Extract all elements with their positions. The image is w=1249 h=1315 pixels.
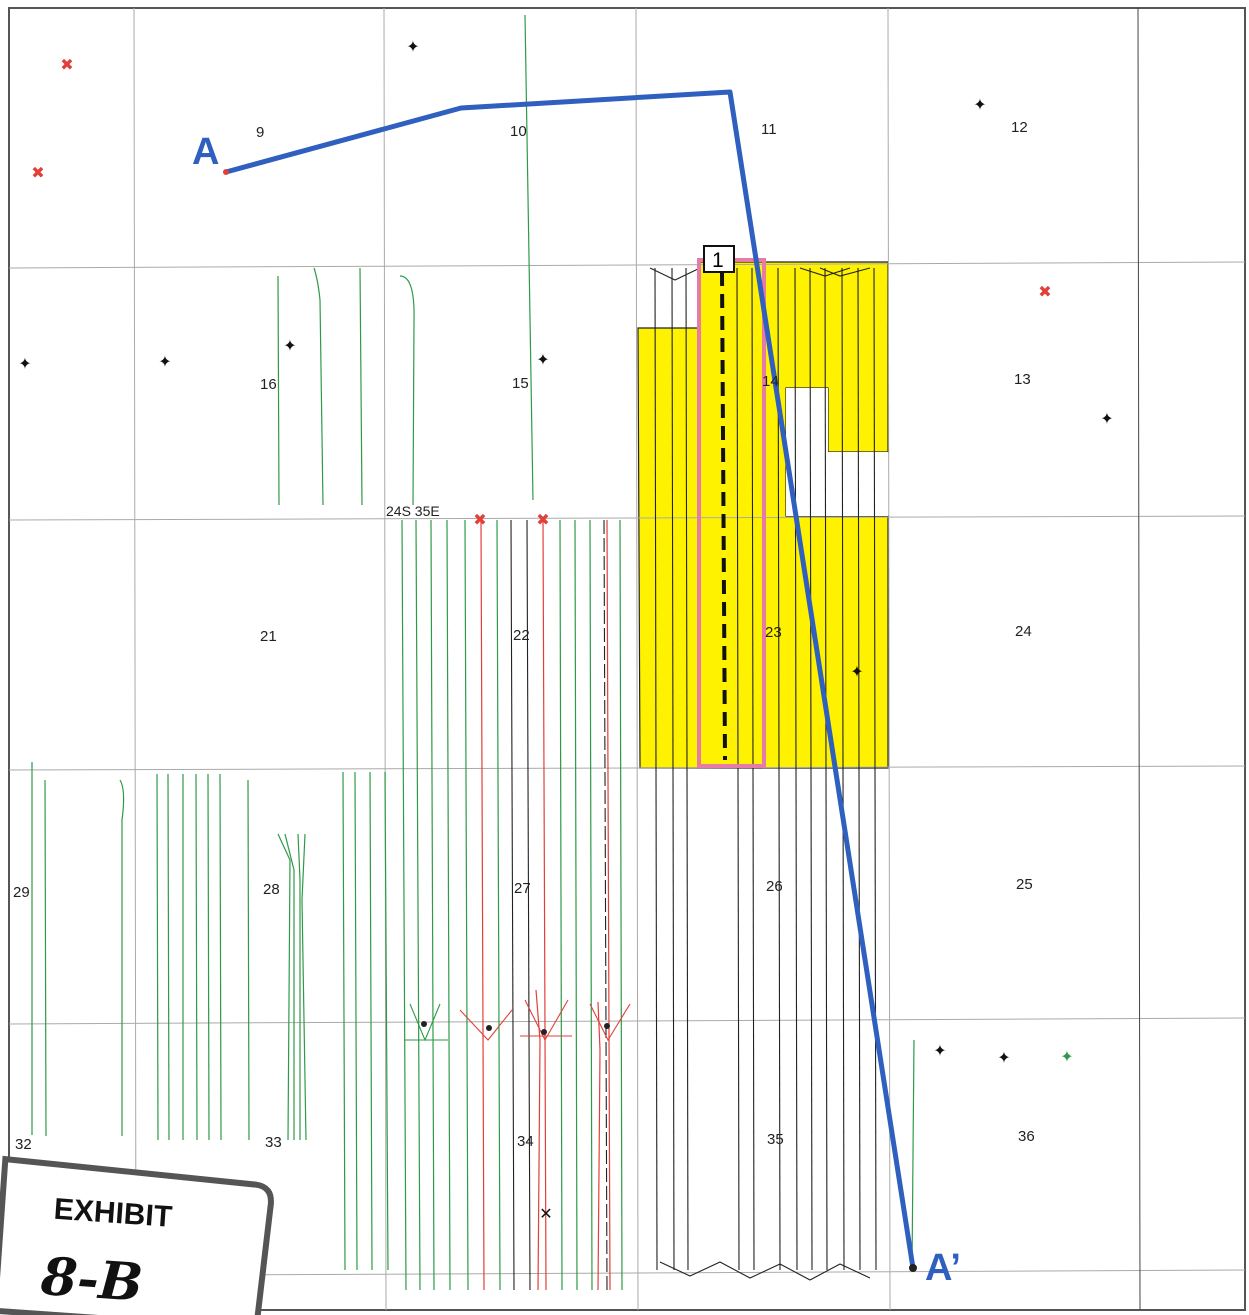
section-label: 34 xyxy=(517,1133,534,1150)
section-label: 12 xyxy=(1011,119,1028,136)
section-label: 22 xyxy=(513,627,530,644)
township-range-label: 24S 35E xyxy=(386,503,440,519)
section-label: 11 xyxy=(761,121,777,138)
section-label: 13 xyxy=(1014,371,1031,388)
svg-text:✖: ✖ xyxy=(60,57,73,74)
section-label: 26 xyxy=(766,878,783,895)
well-tag-number: 1 xyxy=(712,249,724,272)
section-label: 21 xyxy=(260,628,277,645)
exhibit-title: EXHIBIT xyxy=(53,1193,173,1234)
svg-text:✖: ✖ xyxy=(1038,284,1051,301)
cross-section-start-point xyxy=(223,169,229,175)
svg-text:✦: ✦ xyxy=(18,356,31,373)
cross-section-start-label: A xyxy=(192,131,219,173)
svg-text:✕: ✕ xyxy=(539,1206,552,1223)
svg-text:✦: ✦ xyxy=(933,1043,946,1060)
section-label: 32 xyxy=(15,1136,32,1153)
section-label: 29 xyxy=(13,884,30,901)
well-tag: 1 xyxy=(703,245,735,273)
section-label: 15 xyxy=(512,375,529,392)
svg-text:✖: ✖ xyxy=(31,165,44,182)
svg-text:✦: ✦ xyxy=(1100,411,1113,428)
section-label: 25 xyxy=(1016,876,1033,893)
svg-text:✦: ✦ xyxy=(158,354,171,371)
exhibit-number: 8-B xyxy=(38,1246,145,1314)
svg-text:✦: ✦ xyxy=(536,352,549,369)
svg-text:✦: ✦ xyxy=(850,664,863,681)
well-symbols: ✦ ✦ ✦ ✦ ✦ ✦ ✦ ✦ ✦ ✦ ✖ ✖ ✖ ✖ ✖ ✕ ✦ xyxy=(18,39,1113,1223)
section-label: 28 xyxy=(263,881,280,898)
map-border xyxy=(8,7,1246,1311)
section-label: 14 xyxy=(762,373,779,390)
cross-section-end-label: A’ xyxy=(925,1247,961,1289)
cross-section-line xyxy=(225,89,916,1269)
section-label: 35 xyxy=(767,1131,784,1148)
cross-section-end-point xyxy=(909,1264,917,1272)
section-grid xyxy=(8,7,1246,1311)
section-label: 10 xyxy=(510,123,527,140)
svg-text:✦: ✦ xyxy=(1060,1049,1073,1066)
black-well-laterals xyxy=(510,267,877,1291)
svg-text:✦: ✦ xyxy=(973,97,986,114)
svg-text:✦: ✦ xyxy=(997,1050,1010,1067)
section-label: 23 xyxy=(765,624,782,641)
red-well-laterals xyxy=(480,519,611,1291)
section-label: 24 xyxy=(1015,623,1032,640)
section-label: 16 xyxy=(260,376,277,393)
svg-text:✦: ✦ xyxy=(406,39,419,56)
section-labels: 9 10 11 12 16 15 14 13 21 22 23 24 29 28… xyxy=(13,119,1035,1153)
section-label: 9 xyxy=(256,124,264,141)
green-well-laterals xyxy=(31,14,915,1291)
well-pad-clusters xyxy=(405,999,631,1042)
svg-text:✖: ✖ xyxy=(536,512,549,529)
section-label: 36 xyxy=(1018,1128,1035,1145)
svg-text:✖: ✖ xyxy=(473,512,486,529)
section-label: 27 xyxy=(514,880,531,897)
svg-text:✦: ✦ xyxy=(283,338,296,355)
section-label: 33 xyxy=(265,1134,282,1151)
exhibit-stamp: EXHIBIT 8-B xyxy=(0,1155,274,1315)
